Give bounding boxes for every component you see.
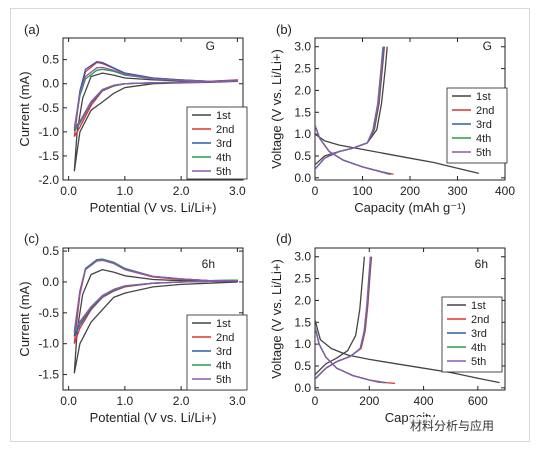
y-tick-label: -2.0 xyxy=(38,173,59,187)
condition-label: 6h xyxy=(475,257,488,271)
legend-entry: 1st xyxy=(216,318,231,330)
condition-label: 6h xyxy=(202,257,215,271)
legend-entry: 5th xyxy=(216,166,231,178)
x-tick-label: 0.0 xyxy=(60,184,77,198)
y-tick-label: 1.0 xyxy=(294,337,311,351)
y-tick-label: -0.5 xyxy=(38,101,59,115)
x-tick-label: 3.0 xyxy=(229,184,246,198)
x-tick-label: 200 xyxy=(359,394,379,408)
y-axis-label: Voltage (V vs. Li/Li+) xyxy=(269,259,284,379)
series-line-5th xyxy=(73,259,239,332)
series-line-5th xyxy=(315,46,390,175)
series-line-2nd xyxy=(315,256,396,385)
legend-entry: 2nd xyxy=(216,124,234,136)
y-tick-label: 0.0 xyxy=(294,171,311,185)
series-line-5th xyxy=(73,66,239,129)
y-tick-label: 2.5 xyxy=(294,272,311,286)
x-tick-label: 2.0 xyxy=(173,394,190,408)
y-tick-label: 0.5 xyxy=(42,53,59,67)
x-axis-label: Potential (V vs. Li/Li+) xyxy=(90,410,217,425)
legend-box xyxy=(441,296,503,373)
chart-panel: (d)02004006000.00.51.01.52.02.53.0Capaci… xyxy=(269,231,506,425)
legend-entry: 1st xyxy=(476,91,491,103)
legend-entry: 5th xyxy=(476,147,491,159)
x-axis-label: Capacity (mAh g⁻¹) xyxy=(354,200,466,215)
legend-entry: 1st xyxy=(216,110,231,122)
legend-entry: 4th xyxy=(476,133,491,145)
condition-label: G xyxy=(483,39,492,53)
legend-entry: 3rd xyxy=(471,328,487,340)
x-tick-label: 0.0 xyxy=(60,394,77,408)
y-tick-label: 2.5 xyxy=(294,62,311,76)
x-tick-label: 600 xyxy=(468,394,488,408)
legend-entry: 4th xyxy=(216,152,231,164)
legend-box xyxy=(446,87,508,164)
y-tick-label: 1.5 xyxy=(294,315,311,329)
y-tick-label: 2.0 xyxy=(294,83,311,97)
x-axis-label: Potential (V vs. Li/Li+) xyxy=(90,200,217,215)
legend-box xyxy=(186,314,248,391)
y-tick-label: -1.0 xyxy=(38,337,59,351)
y-axis-label: Current (mA) xyxy=(17,71,32,146)
panel-label: (a) xyxy=(24,22,40,37)
x-tick-label: 400 xyxy=(414,394,434,408)
chart-panel: (b) 0 100 200 300 400 0.0 0.5 1.0 1.5 2.0 2.5 3.0 Cap… xyxy=(269,22,515,215)
y-tick-label: -1.5 xyxy=(38,149,59,163)
y-tick-label: 0.5 xyxy=(294,149,311,163)
series-line-5th xyxy=(315,256,383,384)
y-tick-label: 3.0 xyxy=(294,250,311,264)
x-tick-label: 200 xyxy=(400,184,420,198)
y-tick-label: 0.5 xyxy=(42,244,59,258)
watermark: 材料分析与应用 xyxy=(408,417,497,434)
y-tick-label: 1.5 xyxy=(294,105,311,119)
legend-entry: 4th xyxy=(216,360,231,372)
y-tick-label: 2.0 xyxy=(294,293,311,307)
panel-label: (b) xyxy=(276,22,292,37)
plot-frame xyxy=(314,247,506,391)
y-tick-label: 0.0 xyxy=(42,275,59,289)
x-tick-label: 1.0 xyxy=(117,394,134,408)
legend-entry: 2nd xyxy=(471,314,489,326)
legend-entry: 1st xyxy=(471,300,486,312)
condition-label: G xyxy=(206,39,215,53)
x-tick-label: 100 xyxy=(352,184,372,198)
x-tick-label: 0 xyxy=(312,184,319,198)
panel-label: (d) xyxy=(276,231,292,246)
x-tick-label: 300 xyxy=(447,184,467,198)
chart-panel: (a) 0.0 1.0 2.0 3.0 -2.0 -1.5 -1.0 -0.5 0.0 0.5 Pot… xyxy=(17,22,248,215)
legend-entry: 2nd xyxy=(476,105,494,117)
legend-entry: 5th xyxy=(216,374,231,386)
y-tick-label: 0.0 xyxy=(42,77,59,91)
legend-entry: 2nd xyxy=(216,332,234,344)
y-tick-label: -1.0 xyxy=(38,125,59,139)
x-tick-label: 2.0 xyxy=(173,184,190,198)
y-axis-label: Voltage (V vs. Li/Li+) xyxy=(269,49,284,169)
chart-panel: (c) 0.0 1.0 2.0 3.0 -1.5 -1.0 -0.5 0.0 0.5 Potenti… xyxy=(17,231,248,425)
x-tick-label: 400 xyxy=(495,184,515,198)
y-tick-label: -1.5 xyxy=(38,368,59,382)
y-tick-label: 1.0 xyxy=(294,127,311,141)
figure-frame xyxy=(10,8,530,442)
x-tick-label: 1.0 xyxy=(117,184,134,198)
legend-entry: 4th xyxy=(471,342,486,354)
legend-entry: 3rd xyxy=(476,119,492,131)
legend-entry: 5th xyxy=(471,356,486,368)
legend-entry: 3rd xyxy=(216,138,232,150)
y-tick-label: -0.5 xyxy=(38,306,59,320)
y-axis-label: Current (mA) xyxy=(17,281,32,356)
x-tick-label: 3.0 xyxy=(229,394,246,408)
y-tick-label: 0.0 xyxy=(294,381,311,395)
legend-entry: 3rd xyxy=(216,346,232,358)
series-line-1st xyxy=(315,256,500,384)
x-tick-label: 0 xyxy=(312,394,319,408)
y-tick-label: 3.0 xyxy=(294,40,311,54)
panel-label: (c) xyxy=(24,231,39,246)
y-tick-label: 0.5 xyxy=(294,359,311,373)
